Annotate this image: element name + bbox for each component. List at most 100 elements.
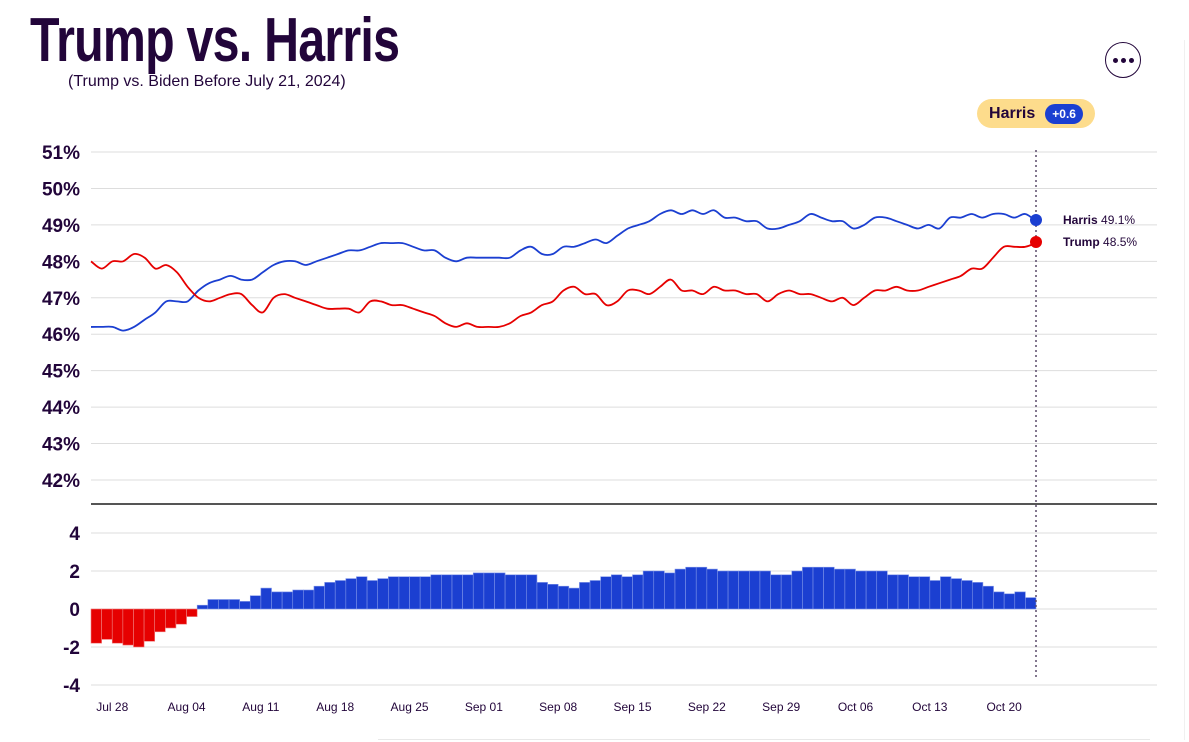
margin-bar[interactable]: [695, 566, 708, 610]
margin-bar[interactable]: [186, 608, 198, 617]
margin-bar[interactable]: [313, 585, 325, 610]
margin-bar[interactable]: [950, 578, 962, 610]
margin-bar[interactable]: [780, 574, 793, 610]
margin-bar[interactable]: [303, 589, 315, 610]
margin-bar[interactable]: [897, 574, 909, 610]
margin-bar[interactable]: [685, 566, 697, 610]
margin-bar[interactable]: [876, 570, 888, 610]
margin-bar[interactable]: [536, 582, 548, 610]
margin-bar[interactable]: [111, 608, 124, 644]
margin-bar[interactable]: [791, 570, 803, 610]
margin-bar[interactable]: [281, 591, 294, 610]
margin-bar[interactable]: [165, 608, 177, 629]
margin-bar[interactable]: [377, 578, 389, 610]
margin-bar[interactable]: [334, 580, 347, 610]
trump-line[interactable]: [90, 242, 1037, 329]
margin-bar[interactable]: [557, 585, 570, 610]
margin-bar[interactable]: [324, 582, 336, 610]
margin-bar[interactable]: [175, 608, 187, 625]
margin-bar[interactable]: [749, 570, 761, 610]
margin-bar[interactable]: [908, 576, 920, 610]
margin-bar[interactable]: [621, 576, 633, 610]
margin-bar[interactable]: [833, 568, 846, 610]
margin-bar[interactable]: [218, 599, 230, 610]
margin-bar[interactable]: [653, 570, 665, 610]
margin-bar[interactable]: [398, 576, 410, 610]
margin-bar[interactable]: [706, 568, 718, 610]
margin-bar[interactable]: [865, 570, 878, 610]
margin-bar[interactable]: [547, 583, 559, 610]
margin-bar[interactable]: [632, 574, 644, 610]
margin-bar[interactable]: [345, 578, 357, 610]
margin-bar[interactable]: [600, 576, 612, 610]
margin-bar[interactable]: [154, 608, 166, 633]
margin-bar[interactable]: [196, 604, 209, 610]
margin-bar[interactable]: [207, 599, 219, 610]
margin-bar[interactable]: [228, 599, 240, 610]
margin-bar[interactable]: [133, 608, 145, 648]
margin-bar[interactable]: [738, 570, 750, 610]
margin-bar[interactable]: [918, 576, 931, 610]
margin-bar[interactable]: [388, 576, 400, 610]
margin-bar[interactable]: [526, 574, 538, 610]
x-tick-label: Aug 25: [391, 700, 429, 714]
x-tick-label: Sep 08: [539, 700, 577, 714]
margin-bar[interactable]: [462, 574, 474, 610]
margin-bar[interactable]: [759, 570, 771, 610]
margin-bar[interactable]: [823, 566, 835, 610]
margin-bar[interactable]: [855, 570, 867, 610]
margin-bar[interactable]: [504, 574, 517, 610]
margin-bar[interactable]: [664, 572, 676, 610]
margin-bar[interactable]: [844, 568, 856, 610]
margin-bar[interactable]: [568, 587, 580, 610]
margin-bar[interactable]: [441, 574, 453, 610]
margin-bar[interactable]: [1003, 593, 1016, 610]
harris-end-dot: [1030, 214, 1042, 226]
y-tick-label: 51%: [42, 143, 80, 164]
margin-bar[interactable]: [717, 570, 729, 610]
margin-bar[interactable]: [610, 574, 623, 610]
margin-bar[interactable]: [642, 570, 655, 610]
margin-bar[interactable]: [1025, 597, 1037, 610]
more-options-button[interactable]: [1105, 42, 1141, 78]
margin-bar[interactable]: [982, 585, 994, 610]
margin-bar[interactable]: [356, 576, 368, 610]
margin-bar[interactable]: [993, 591, 1005, 610]
margin-bar[interactable]: [515, 574, 527, 610]
margin-bar[interactable]: [249, 595, 262, 610]
margin-bar[interactable]: [90, 608, 102, 644]
margin-bar[interactable]: [292, 589, 304, 610]
margin-bar[interactable]: [1014, 591, 1026, 610]
margin-bar[interactable]: [451, 574, 463, 610]
margin-bar[interactable]: [802, 566, 814, 610]
trump-end-dot: [1030, 236, 1042, 248]
margin-bar[interactable]: [589, 580, 601, 610]
x-tick-label: Aug 04: [168, 700, 206, 714]
margin-bar[interactable]: [366, 580, 378, 610]
harris-line[interactable]: [90, 209, 1037, 332]
margin-bar[interactable]: [430, 574, 442, 610]
margin-bar[interactable]: [271, 591, 283, 610]
margin-bar[interactable]: [579, 582, 591, 610]
margin-bar[interactable]: [727, 570, 739, 610]
margin-bar[interactable]: [674, 568, 686, 610]
margin-bar[interactable]: [887, 574, 899, 610]
margin-bar[interactable]: [940, 576, 952, 610]
margin-bar[interactable]: [101, 608, 113, 640]
margin-bar[interactable]: [409, 576, 421, 610]
margin-bar[interactable]: [239, 601, 251, 610]
margin-bar[interactable]: [971, 582, 984, 610]
margin-bar[interactable]: [472, 572, 485, 610]
margin-bar[interactable]: [122, 608, 134, 646]
margin-bar[interactable]: [770, 574, 782, 610]
margin-bar[interactable]: [929, 580, 941, 610]
margin-bar[interactable]: [143, 608, 156, 642]
margin-bar[interactable]: [260, 587, 272, 610]
margin-bar[interactable]: [812, 566, 824, 610]
margin-bar[interactable]: [961, 580, 973, 610]
margin-bar[interactable]: [494, 572, 506, 610]
margin-bar[interactable]: [419, 576, 432, 610]
y-tick-label: 4: [69, 524, 80, 545]
margin-bar[interactable]: [483, 572, 495, 610]
